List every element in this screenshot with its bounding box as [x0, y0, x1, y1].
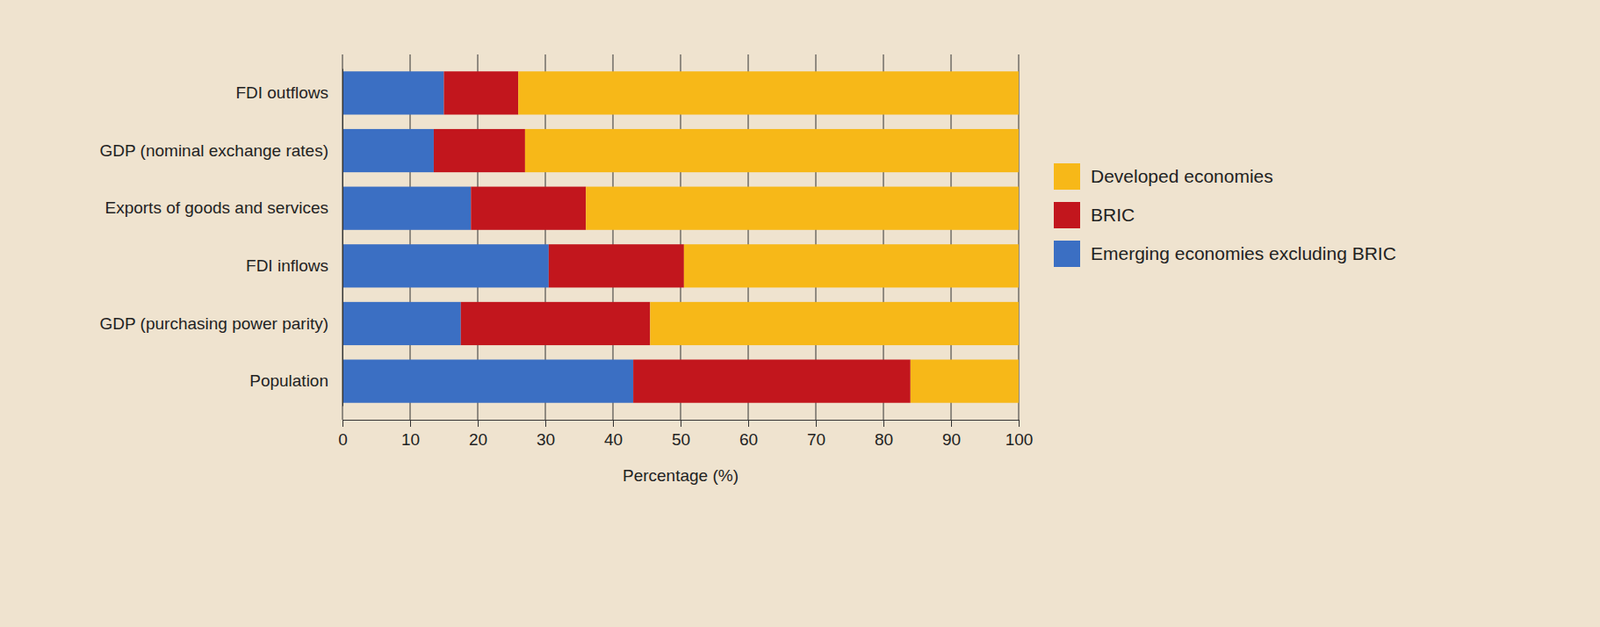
tick: Exports of goods and services	[104, 198, 343, 217]
tick-label: 50	[671, 430, 691, 449]
axis-title: Percentage (%)	[622, 466, 739, 485]
bar-segment	[461, 302, 651, 346]
bar-segment	[910, 359, 1019, 403]
bar-segment	[342, 359, 634, 403]
tick-label: Exports of goods and services	[104, 198, 329, 217]
tick-label: 40	[604, 430, 623, 449]
tick-mark	[612, 419, 614, 427]
tick-label: 0	[338, 430, 348, 449]
tick: FDI inflows	[245, 256, 343, 275]
tick: 90	[942, 419, 961, 449]
bar-segment	[444, 71, 519, 115]
tick-mark	[951, 419, 952, 427]
bar-segment	[649, 302, 1019, 346]
bar-segment	[342, 244, 549, 288]
legend-label: Emerging economies excluding BRIC	[1090, 243, 1397, 264]
tick: 80	[874, 419, 894, 449]
tick-label: FDI outflows	[235, 83, 329, 102]
chart: 0 10 20 30 40 50 60 70 80 90 100 FDI outflows GDP (n…	[0, 0, 1600, 627]
tick: FDI outflows	[235, 83, 343, 102]
y-axis: FDI outflows GDP (nominal exchange rates)…	[100, 69, 344, 407]
tick-label: 10	[401, 430, 420, 449]
bar-segment	[342, 187, 471, 231]
tick-mark	[342, 419, 344, 427]
bar-segment	[342, 129, 434, 173]
bar-segment	[585, 187, 1019, 231]
tick: 40	[604, 419, 623, 449]
tick: GDP (purchasing power parity)	[100, 314, 343, 333]
bar-segment	[342, 71, 445, 115]
bar-segment	[525, 129, 1019, 173]
tick-mark	[748, 419, 750, 427]
tick-label: 20	[468, 430, 488, 449]
tick-label: 90	[942, 430, 961, 449]
tick: 10	[401, 419, 420, 449]
tick-label: 70	[807, 430, 826, 449]
tick: GDP (nominal exchange rates)	[100, 141, 344, 160]
bar-segment	[633, 359, 911, 403]
tick: 20	[468, 419, 488, 449]
tick-label: 60	[739, 430, 758, 449]
bar-segment	[684, 244, 1019, 288]
tick-label: FDI inflows	[245, 256, 329, 275]
background	[0, 0, 1600, 627]
tick-mark	[1018, 419, 1020, 427]
tick-mark	[883, 419, 885, 427]
tick-label: 80	[874, 430, 894, 449]
legend-label: Developed economies	[1090, 165, 1274, 187]
tick-label: GDP (nominal exchange rates)	[100, 141, 330, 160]
grid	[342, 54, 1019, 420]
tick-mark	[410, 419, 411, 427]
tick: Population	[249, 371, 343, 390]
tick-label: GDP (purchasing power parity)	[100, 314, 329, 333]
bars	[342, 71, 1019, 403]
tick-mark	[477, 419, 479, 427]
axis-line	[342, 69, 344, 407]
x-axis: 0 10 20 30 40 50 60 70 80 90 100	[338, 419, 1033, 449]
tick: 60	[739, 419, 758, 449]
tick-label: 100	[1005, 430, 1034, 449]
legend-label: BRIC	[1090, 204, 1135, 225]
legend-swatch	[1053, 201, 1081, 229]
bar-segment	[548, 244, 685, 288]
tick-label: 30	[536, 430, 555, 449]
tick: 0	[338, 419, 348, 449]
grid-line	[342, 54, 344, 420]
legend-swatch	[1053, 240, 1081, 267]
tick-mark	[545, 419, 547, 427]
tick-label: Population	[249, 371, 329, 390]
bar-segment	[342, 302, 462, 346]
tick: 100	[1005, 419, 1034, 449]
tick: 30	[536, 419, 555, 449]
legend: Developed economies BRIC Emerging economie…	[1053, 163, 1397, 267]
tick: 50	[671, 419, 691, 449]
tick-mark	[680, 419, 682, 427]
legend-swatch	[1053, 163, 1081, 190]
tick-mark	[815, 419, 817, 427]
bar-segment	[470, 187, 586, 231]
bar-segment	[518, 71, 1019, 115]
tick: 70	[807, 419, 826, 449]
bar-segment	[433, 129, 526, 173]
